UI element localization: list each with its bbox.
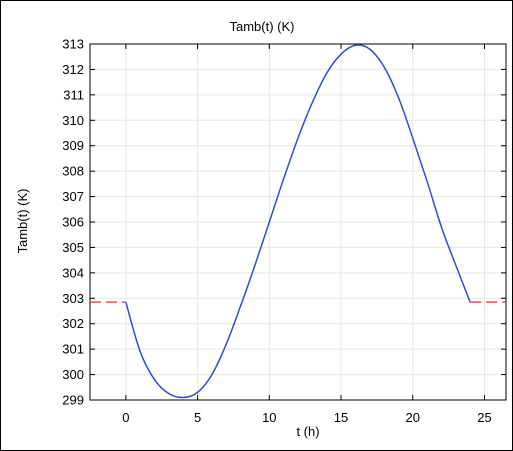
x-tick-label: 10 xyxy=(262,410,276,425)
y-axis-title: Tamb(t) (K) xyxy=(15,189,30,254)
y-tick-label: 312 xyxy=(62,62,84,77)
chart-title: Tamb(t) (K) xyxy=(230,19,295,34)
y-tick-label: 309 xyxy=(62,138,84,153)
y-tick-label: 308 xyxy=(62,164,84,179)
y-tick-label: 311 xyxy=(63,87,84,102)
y-tick-label: 301 xyxy=(62,342,84,357)
series-line xyxy=(125,44,471,399)
x-axis-title: t (h) xyxy=(296,424,319,439)
y-tick-label: 310 xyxy=(62,113,84,128)
y-tick-label: 313 xyxy=(62,37,84,52)
y-tick-label: 300 xyxy=(62,367,84,382)
x-tick-label: 25 xyxy=(477,410,491,425)
y-tick-label: 304 xyxy=(62,265,84,280)
x-tick-label: 20 xyxy=(406,410,420,425)
y-tick-label: 303 xyxy=(62,291,84,306)
x-tick-label: 5 xyxy=(194,410,201,425)
x-tick-label: 0 xyxy=(122,410,129,425)
axis-ticks: 0 5 10 15 20 25 299 300 301 302 303 304 305 306 307 308… xyxy=(62,37,506,425)
y-tick-label: 307 xyxy=(62,189,84,204)
y-tick-label: 305 xyxy=(62,240,84,255)
series-layer xyxy=(90,44,506,399)
y-tick-label: 306 xyxy=(62,215,84,230)
y-tick-label: 299 xyxy=(62,393,84,408)
grid-lines xyxy=(90,43,506,401)
y-tick-label: 302 xyxy=(62,316,84,331)
x-tick-label: 15 xyxy=(334,410,348,425)
